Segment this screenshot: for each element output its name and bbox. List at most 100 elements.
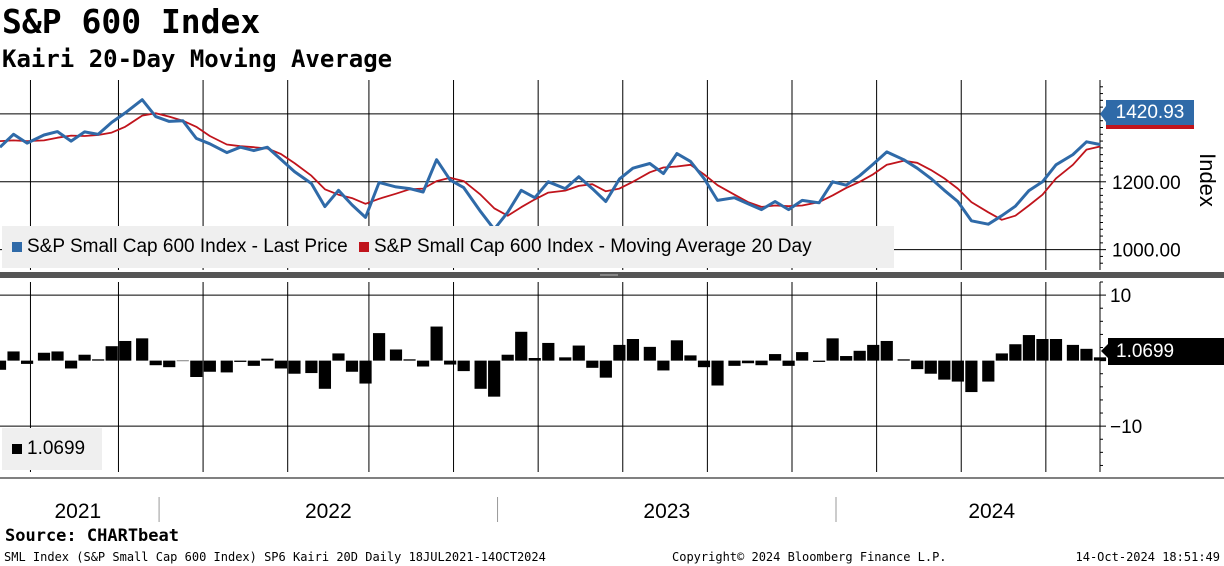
- kairi-bar: [768, 354, 782, 361]
- kairi-bar: [7, 351, 20, 361]
- legend-label-moving-average: S&P Small Cap 600 Index - Moving Average…: [373, 236, 812, 257]
- top-y-tick-label: 1000.00: [1112, 241, 1181, 262]
- kairi-bar: [261, 358, 274, 361]
- kairi-bar: [51, 351, 64, 361]
- kairi-bar: [247, 360, 260, 366]
- chart-subtitle: Kairi 20-Day Moving Average: [2, 45, 393, 73]
- kairi-bar: [995, 353, 1008, 361]
- year-label: 2024: [968, 500, 1015, 523]
- kairi-bar: [176, 360, 189, 362]
- kairi-bar: [643, 346, 656, 361]
- kairi-bar: [542, 342, 555, 361]
- footer-left: SML Index (S&P Small Cap 600 Index) SP6 …: [4, 550, 546, 564]
- kairi-bar: [444, 360, 457, 365]
- moving-average-line: [0, 112, 1101, 221]
- kairi-bar: [684, 355, 697, 361]
- kairi-bar: [92, 359, 105, 361]
- kairi-bar: [911, 360, 924, 370]
- kairi-bar: [1093, 357, 1107, 361]
- kairi-bar: [234, 360, 247, 362]
- kairi-bar: [528, 358, 541, 361]
- kairi-bar: [457, 360, 470, 372]
- kairi-bar: [626, 339, 640, 361]
- kairi-bar: [190, 360, 203, 377]
- kairi-bar: [149, 360, 162, 366]
- kairi-bar: [1066, 344, 1080, 361]
- kairi-bar: [924, 360, 937, 374]
- kairi-bar: [332, 353, 345, 361]
- kairi-bar: [305, 360, 318, 374]
- kairi-bar: [613, 344, 626, 361]
- kairi-bar: [403, 359, 416, 361]
- legend-item-moving-average: S&P Small Cap 600 Index - Moving Average…: [358, 226, 812, 268]
- legend-swatch-kairi: [12, 444, 22, 454]
- kairi-tag-pointer: [1101, 344, 1108, 358]
- source-note: Source: CHARTbeat: [5, 526, 179, 546]
- legend-label-last-price: S&P Small Cap 600 Index - Last Price: [27, 236, 348, 257]
- kairi-bar: [951, 360, 964, 382]
- bottom-y-tick-label: −10: [1110, 417, 1142, 438]
- bottom-y-tick-label: 10: [1110, 286, 1131, 307]
- price-legend: S&P Small Cap 600 Index - Last Price S&P…: [2, 226, 894, 268]
- kairi-bar: [274, 360, 288, 369]
- kairi-bar: [897, 359, 910, 361]
- kairi-bar: [515, 331, 528, 361]
- kairi-legend: 1.0699: [2, 428, 102, 470]
- kairi-bar: [78, 354, 91, 361]
- kairi-bar: [755, 360, 768, 366]
- kairi-bar: [474, 360, 487, 389]
- last-kairi-tag: 1.0699: [1108, 338, 1224, 365]
- kairi-bar: [1049, 339, 1063, 361]
- footer-center: Copyright© 2024 Bloomberg Finance L.P.: [672, 550, 947, 564]
- kairi-bar: [488, 360, 501, 397]
- kairi-bar: [741, 360, 755, 364]
- kairi-bar: [20, 360, 34, 364]
- kairi-bar: [559, 357, 572, 361]
- kairi-bar: [136, 338, 149, 361]
- kairi-bar: [345, 360, 359, 372]
- kairi-bar: [1080, 348, 1093, 361]
- y-axis-label: Index: [1195, 153, 1220, 207]
- kairi-bar: [430, 326, 443, 361]
- legend-label-kairi-value: 1.0699: [27, 438, 86, 459]
- kairi-bar: [163, 360, 176, 368]
- kairi-bar: [982, 360, 995, 382]
- kairi-bar: [37, 352, 51, 361]
- legend-swatch-price: [12, 242, 22, 252]
- kairi-bar: [965, 360, 978, 393]
- kairi-bar: [657, 360, 670, 371]
- kairi-bar: [64, 360, 78, 369]
- kairi-bar: [372, 333, 386, 361]
- kairi-bar: [697, 360, 711, 368]
- kairi-bar: [728, 360, 741, 366]
- kairi-bar: [867, 344, 880, 361]
- year-label: 2021: [54, 500, 101, 523]
- kairi-bar: [853, 350, 866, 361]
- kairi-bar: [318, 360, 332, 389]
- kairi-bar: [389, 349, 403, 361]
- kairi-bar: [796, 352, 809, 361]
- kairi-bar: [880, 340, 893, 361]
- last-price-value: 1420.93: [1115, 102, 1185, 123]
- last-price-line: [0, 98, 1101, 231]
- top-y-tick-label: 1200.00: [1112, 173, 1181, 194]
- kairi-bar: [670, 340, 684, 361]
- year-label: 2022: [305, 500, 352, 523]
- legend-item-last-price: S&P Small Cap 600 Index - Last Price: [12, 226, 348, 268]
- kairi-bar: [359, 360, 372, 384]
- kairi-bar: [840, 356, 853, 361]
- kairi-bar: [119, 340, 132, 361]
- footer-right: 14-Oct-2024 18:51:49: [1075, 550, 1221, 564]
- kairi-bar: [288, 360, 301, 374]
- kairi-bar: [572, 345, 585, 361]
- kairi-bar: [599, 360, 612, 378]
- kairi-bar: [586, 360, 599, 368]
- kairi-bar: [0, 360, 7, 370]
- kairi-bar: [938, 360, 951, 380]
- last-price-tag: 1420.93: [1106, 100, 1194, 129]
- kairi-bar: [416, 360, 430, 367]
- kairi-bar: [711, 360, 724, 386]
- price-tag-pointer: [1100, 106, 1106, 122]
- kairi-bar: [501, 354, 514, 361]
- legend-swatch-ma: [358, 242, 369, 252]
